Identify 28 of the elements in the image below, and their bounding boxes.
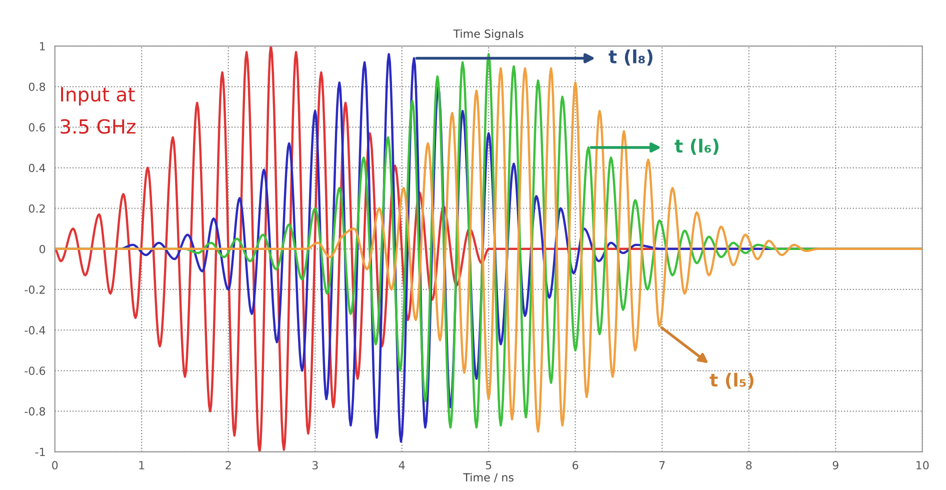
- y-tick-label: 0: [40, 244, 46, 254]
- annotation: Input at 3.5 GHz: [60, 87, 136, 134]
- y-tick-label: -0.8: [24, 407, 46, 416]
- x-tick-label: 2: [226, 461, 231, 470]
- y-tick-label: 0.4: [28, 164, 46, 172]
- x-tick-label: 7: [659, 461, 665, 470]
- y-tick-label: -0.6: [24, 366, 46, 376]
- x-tick-label: 8: [746, 461, 752, 470]
- annotation: t (l₅): [710, 372, 754, 389]
- x-tick-label: 1: [139, 461, 144, 470]
- x-tick-label: 6: [572, 461, 578, 470]
- annotation: t (l₆): [674, 138, 718, 155]
- y-tick-label: 1: [40, 42, 45, 50]
- y-tick-label: -0.2: [24, 285, 45, 294]
- x-tick-label: 0: [52, 461, 58, 470]
- x-tick-label: 4: [398, 461, 405, 470]
- x-tick-label: 5: [486, 461, 492, 470]
- y-tick-label: 0.6: [28, 123, 46, 132]
- x-axis-title: Time / ns: [463, 472, 514, 482]
- x-tick-label: 9: [832, 461, 838, 470]
- y-tick-label: -0.4: [24, 326, 46, 334]
- chart-title: Time Signals: [453, 29, 524, 40]
- x-tick-label: 3: [312, 461, 318, 470]
- x-tick-label: 10: [916, 461, 929, 470]
- y-tick-label: 0.2: [28, 204, 45, 213]
- y-tick-label: -1: [35, 448, 45, 456]
- y-tick-label: 0.8: [28, 82, 46, 92]
- annotation: t (l₈): [608, 49, 652, 66]
